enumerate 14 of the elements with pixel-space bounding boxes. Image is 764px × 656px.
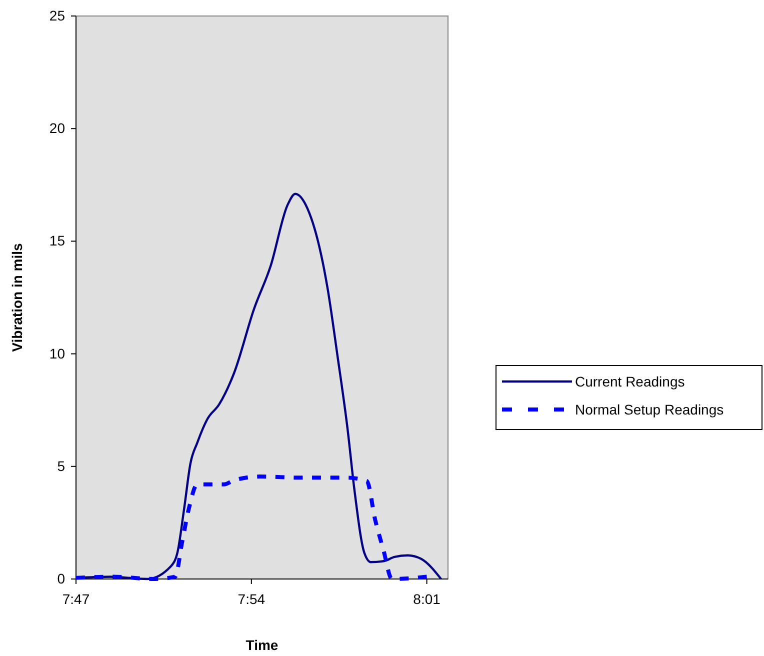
y-tick-label: 10	[49, 345, 66, 362]
line-series	[74, 474, 429, 581]
y-tick-label: 0	[57, 570, 66, 586]
y-tick-label: 5	[57, 458, 66, 474]
legend-label: Normal Setup Readings	[575, 402, 724, 418]
x-tick-label: 7:47	[62, 590, 90, 607]
x-axis-title: Time	[246, 637, 278, 653]
x-tick-label: 7:54	[238, 590, 266, 607]
y-tick-label: 20	[49, 120, 66, 136]
y-tick-label: 15	[49, 232, 66, 249]
x-tick-label: 8:01	[413, 590, 441, 607]
y-axis-title: Vibration in mils	[9, 242, 25, 352]
y-tick-label: 25	[49, 7, 66, 24]
legend-label: Current Readings	[575, 374, 685, 390]
